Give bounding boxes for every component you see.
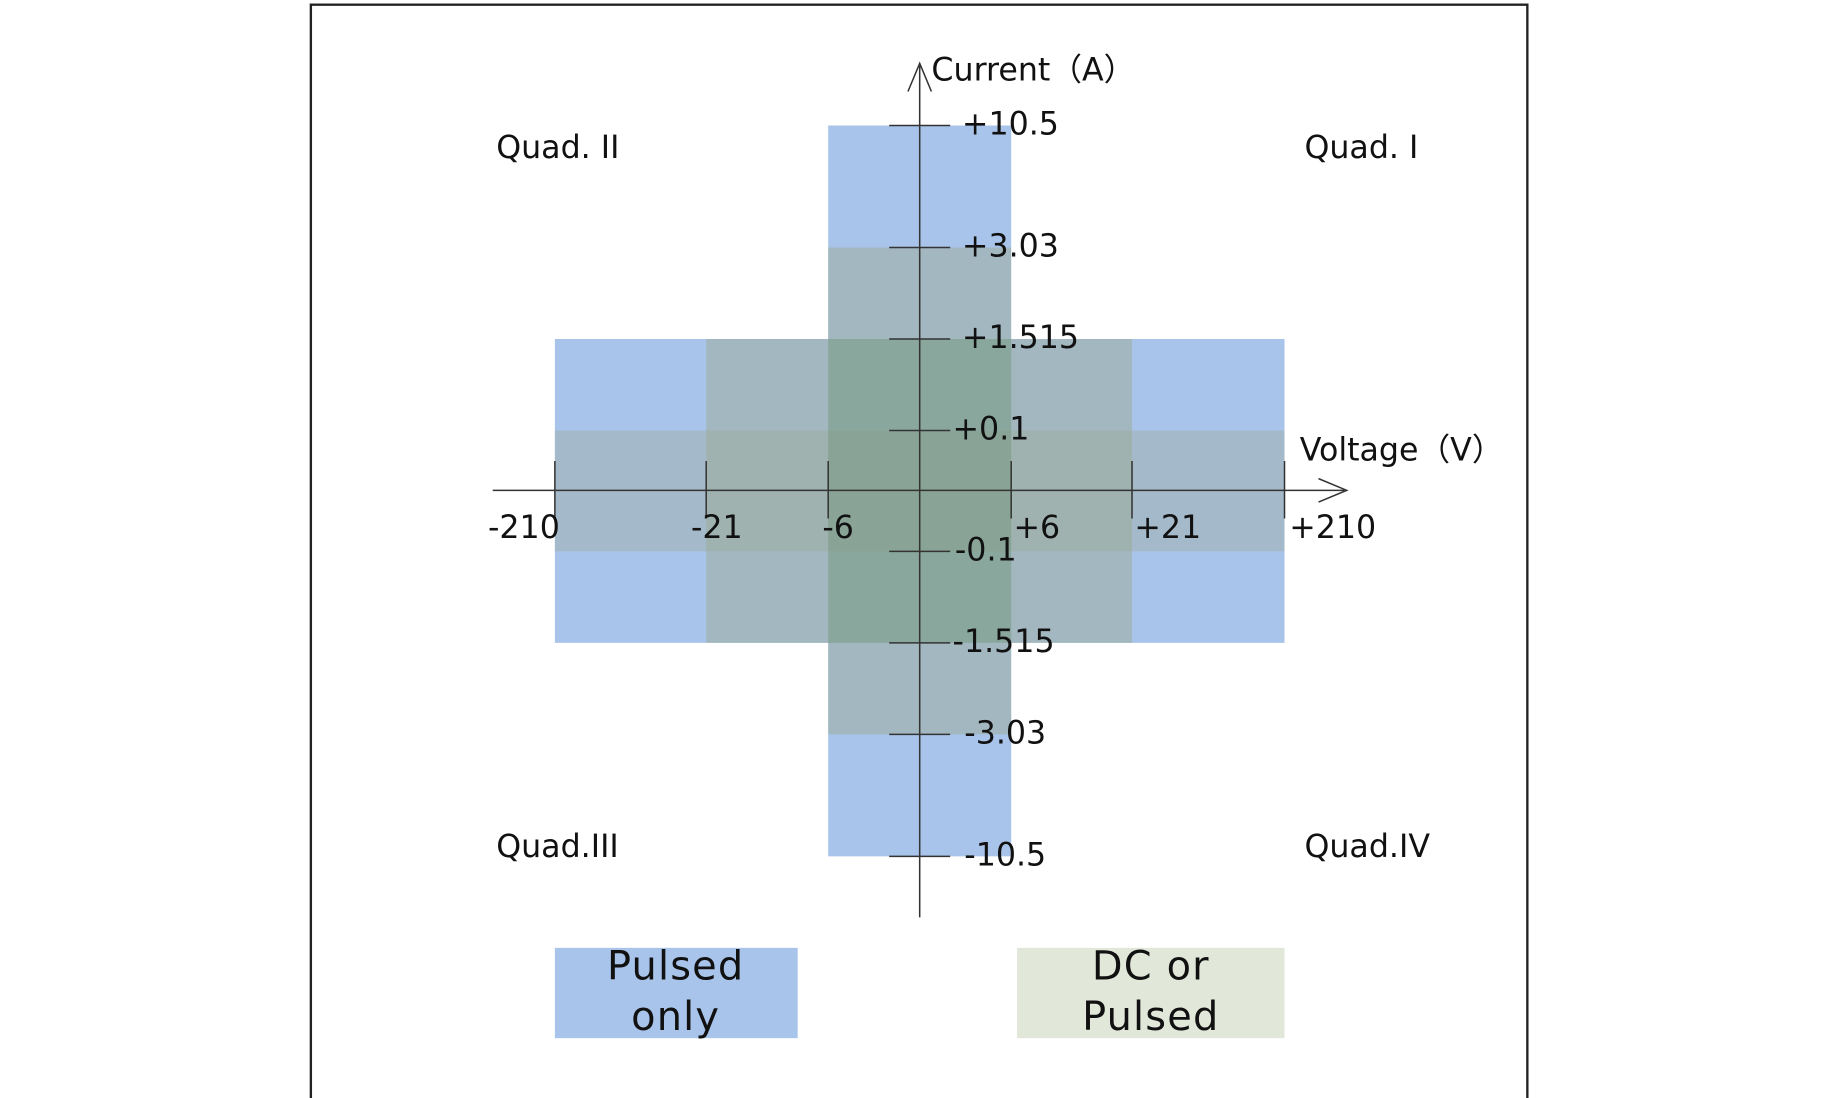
- x-axis-label: Voltage（V）: [1300, 433, 1504, 469]
- y-tick-label: -3.03: [964, 715, 1046, 751]
- x-tick-label: +6: [1014, 510, 1061, 546]
- y-tick-label: -10.5: [964, 837, 1046, 873]
- legend-label: Pulsed: [607, 943, 744, 989]
- legend-label: only: [631, 994, 720, 1040]
- legend-swatch: [554, 947, 798, 1039]
- legend-label: DC or: [1092, 943, 1210, 989]
- axes: [492, 61, 1349, 918]
- y-tick-label: +0.1: [953, 412, 1030, 448]
- y-tick-label: -1.515: [953, 624, 1055, 660]
- x-arrow: [1318, 477, 1349, 503]
- quadrant-label: Quad.III: [496, 829, 619, 865]
- y-tick-label: -0.1: [955, 532, 1017, 568]
- x-tick-label: -6: [822, 510, 854, 546]
- x-tick-label: +21: [1134, 510, 1201, 546]
- legend-label: Pulsed: [1082, 994, 1219, 1040]
- y-axis-label: Current（A）: [931, 53, 1135, 89]
- y-tick-label: +3.03: [962, 229, 1059, 265]
- legend-swatch: [1017, 947, 1285, 1039]
- x-tick-label: +210: [1289, 510, 1376, 546]
- y-tick-label: +10.5: [962, 107, 1059, 143]
- quadrant-label: Quad. II: [496, 130, 619, 166]
- x-tick-label: -210: [488, 510, 560, 546]
- y-tick-label: +1.515: [962, 320, 1079, 356]
- x-tick-label: -21: [691, 510, 743, 546]
- quadrant-label: Quad. I: [1304, 130, 1418, 166]
- y-arrow: [907, 61, 933, 92]
- quadrant-label: Quad.IV: [1304, 829, 1430, 865]
